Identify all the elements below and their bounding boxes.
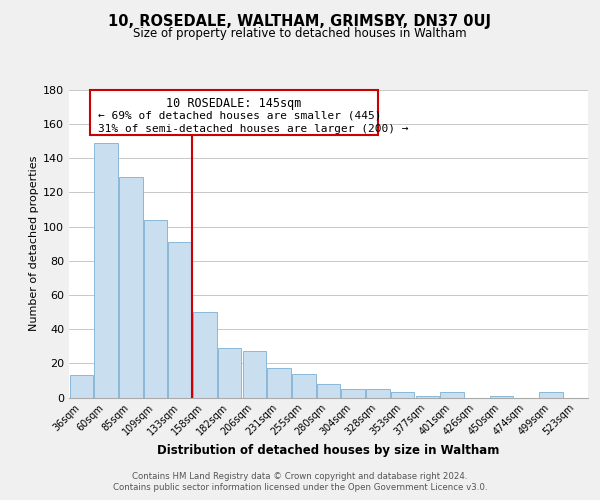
FancyBboxPatch shape	[90, 90, 378, 134]
Bar	[70, 376, 93, 398]
Bar	[169, 242, 192, 398]
Text: Size of property relative to detached houses in Waltham: Size of property relative to detached ho…	[133, 28, 467, 40]
Bar	[268, 368, 291, 398]
Text: 10, ROSEDALE, WALTHAM, GRIMSBY, DN37 0UJ: 10, ROSEDALE, WALTHAM, GRIMSBY, DN37 0UJ	[109, 14, 491, 29]
Bar	[416, 396, 439, 398]
Bar	[119, 177, 143, 398]
Text: 10 ROSEDALE: 145sqm: 10 ROSEDALE: 145sqm	[166, 97, 301, 110]
Bar	[242, 352, 266, 398]
Bar	[490, 396, 513, 398]
Bar	[341, 389, 365, 398]
Bar	[366, 389, 389, 398]
Bar	[391, 392, 415, 398]
Bar	[218, 348, 241, 398]
Text: 31% of semi-detached houses are larger (200) →: 31% of semi-detached houses are larger (…	[98, 124, 408, 134]
Bar	[94, 143, 118, 398]
Bar	[292, 374, 316, 398]
X-axis label: Distribution of detached houses by size in Waltham: Distribution of detached houses by size …	[157, 444, 500, 458]
Text: ← 69% of detached houses are smaller (445): ← 69% of detached houses are smaller (44…	[98, 111, 381, 121]
Bar	[317, 384, 340, 398]
Bar	[144, 220, 167, 398]
Bar	[440, 392, 464, 398]
Bar	[539, 392, 563, 398]
Bar	[193, 312, 217, 398]
Y-axis label: Number of detached properties: Number of detached properties	[29, 156, 39, 332]
Text: Contains public sector information licensed under the Open Government Licence v3: Contains public sector information licen…	[113, 483, 487, 492]
Text: Contains HM Land Registry data © Crown copyright and database right 2024.: Contains HM Land Registry data © Crown c…	[132, 472, 468, 481]
